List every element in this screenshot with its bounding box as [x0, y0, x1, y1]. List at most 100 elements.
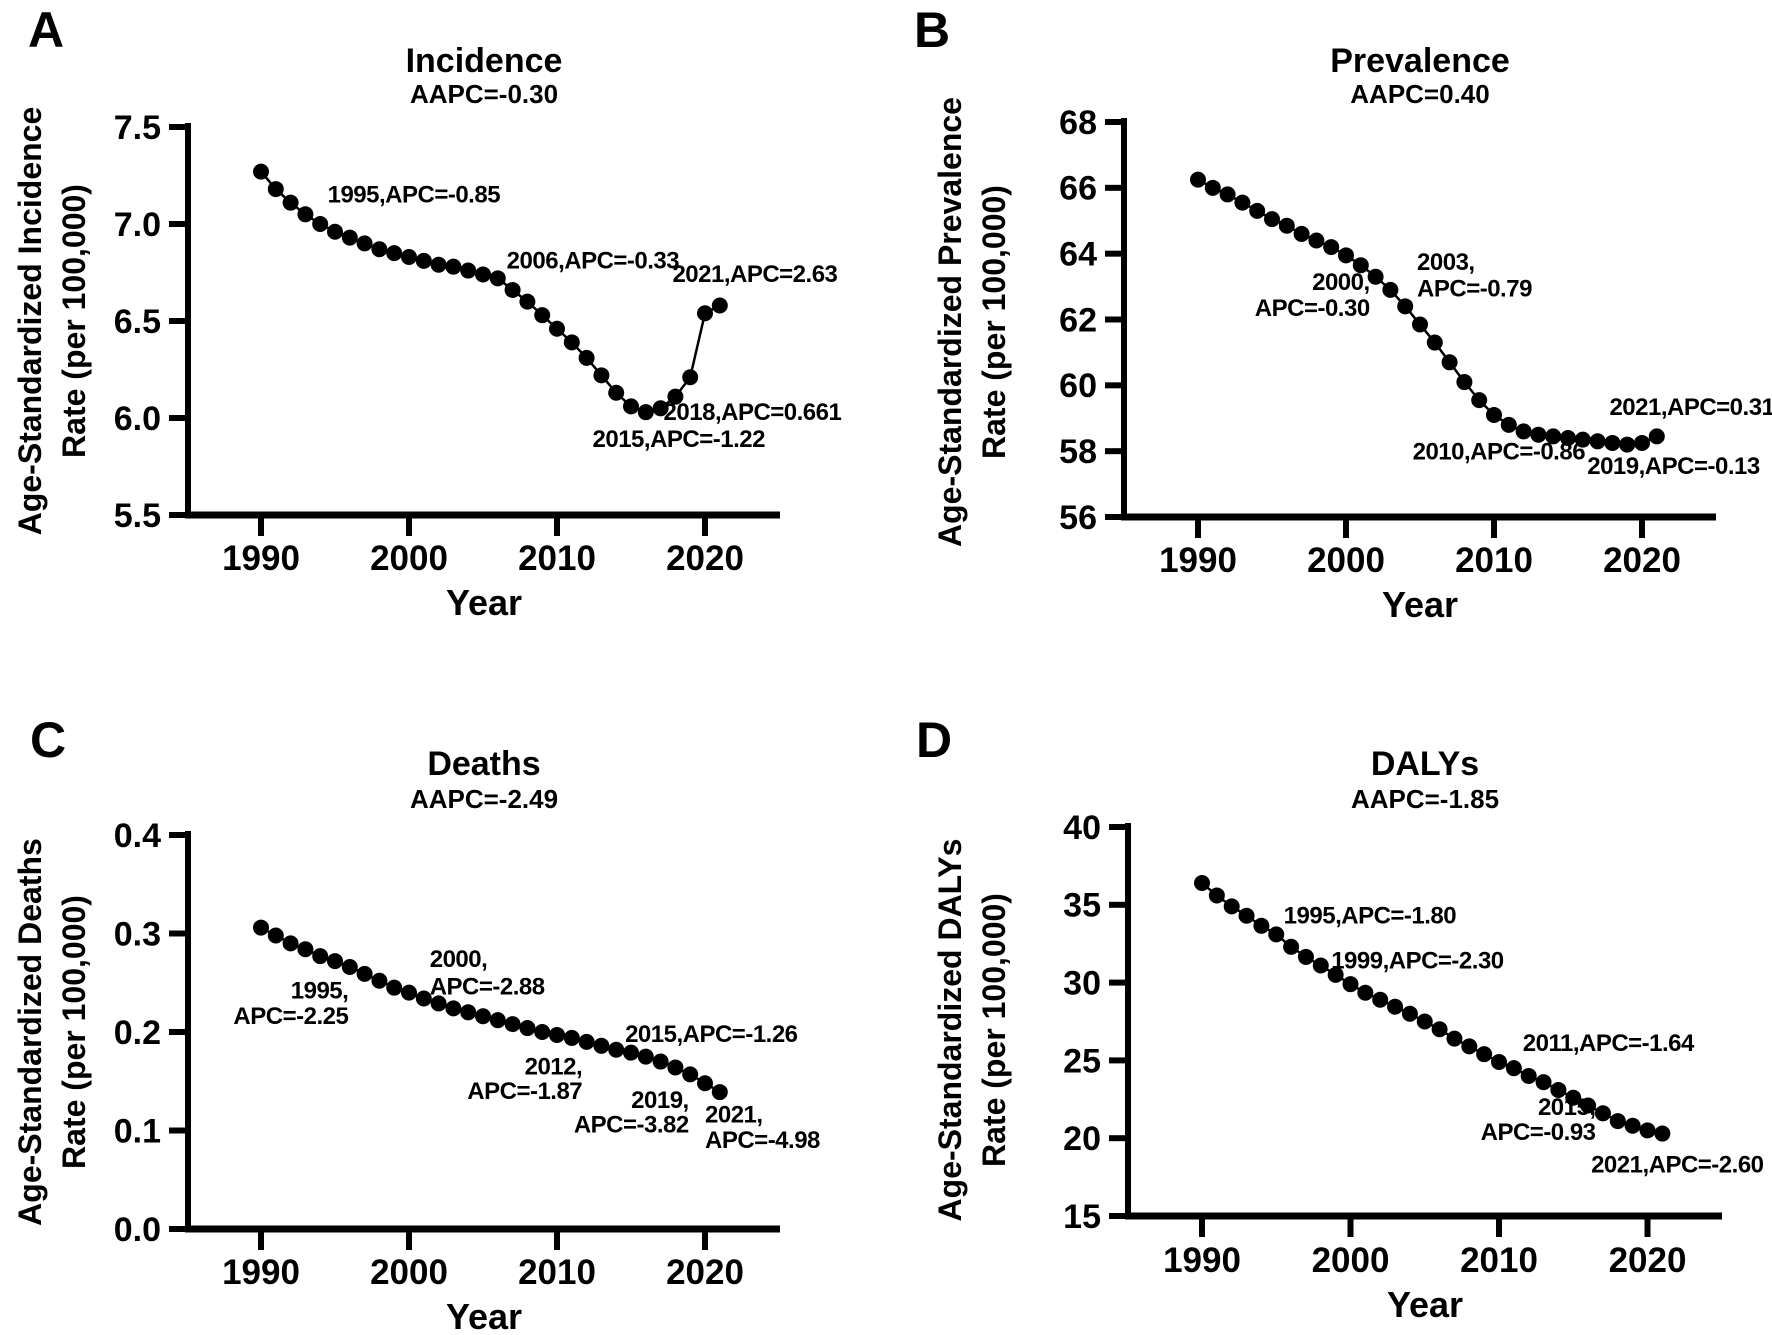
data-point [1278, 217, 1295, 234]
data-point [1416, 1013, 1433, 1030]
y-tick-label: 0.0 [114, 1211, 161, 1249]
x-tick-label: 2010 [518, 539, 596, 578]
x-axis-label: Year [446, 582, 522, 623]
data-point [1401, 1005, 1418, 1022]
data-point [386, 979, 403, 996]
x-axis-label: Year [1382, 584, 1458, 625]
y-tick-label: 20 [1063, 1120, 1101, 1158]
data-point [608, 384, 625, 401]
apc-annotation: APC=-1.87 [467, 1078, 582, 1105]
apc-annotation: 2021,APC=0.31 [1609, 394, 1772, 421]
data-point [1648, 428, 1665, 445]
data-point [1604, 434, 1621, 451]
data-point [1589, 433, 1606, 450]
data-point [341, 958, 358, 975]
data-point [1253, 917, 1270, 934]
panel-A: 5.5 6.0 6.5 7.0 7.5 1990 2000 2010 2020 1995,APC=… [12, 2, 842, 623]
data-point [578, 349, 595, 366]
data-point [1234, 194, 1251, 211]
y-tick-label: 0.2 [114, 1014, 161, 1052]
data-point [1382, 281, 1399, 298]
data-point [637, 404, 654, 421]
apc-annotation: 2010,APC=-0.86 [1413, 438, 1586, 465]
data-point [637, 1048, 654, 1065]
data-point [1208, 887, 1225, 904]
apc-annotation: APC=-0.30 [1255, 295, 1370, 322]
data-point [341, 229, 358, 246]
data-point [534, 1024, 551, 1040]
chart-subtitle-aapc: AAPC=-1.85 [1351, 784, 1499, 814]
data-point [1476, 1046, 1493, 1063]
data-point [1500, 416, 1517, 433]
x-tick-label: 2000 [1312, 1241, 1390, 1280]
data-point [1505, 1060, 1522, 1077]
y-tick-label: 64 [1059, 236, 1097, 274]
data-point [1624, 1117, 1641, 1134]
y-tick-label: 0.4 [114, 817, 161, 855]
data-point [1338, 247, 1354, 264]
data-point [593, 1037, 610, 1054]
apc-annotation: APC=-2.25 [233, 1003, 348, 1030]
data-point [430, 256, 447, 273]
data-point [1545, 428, 1562, 445]
x-tick-label: 1990 [222, 1253, 300, 1292]
x-tick-label: 2010 [518, 1253, 596, 1292]
apc-annotation: 2006,APC=-0.33 [507, 248, 680, 275]
y-tick-label: 58 [1059, 433, 1097, 471]
data-point [549, 1026, 565, 1043]
data-point [1654, 1125, 1671, 1142]
data-point [475, 1008, 491, 1025]
data-point [430, 995, 447, 1012]
data-point [1219, 186, 1236, 203]
y-tick-label: 35 [1063, 887, 1101, 925]
data-point [371, 241, 388, 258]
data-point [327, 953, 343, 970]
y-axis-label-line1: Age-Standardized Prevalence [932, 97, 968, 547]
data-point [1550, 1081, 1567, 1098]
data-point [401, 984, 417, 1001]
y-tick-label: 40 [1063, 809, 1101, 847]
y-tick-label: 60 [1059, 367, 1097, 405]
data-point [1530, 426, 1547, 443]
data-point [1194, 875, 1210, 892]
apc-annotation: 2019,APC=-0.13 [1587, 453, 1760, 480]
data-point [1491, 1053, 1507, 1070]
data-point [1515, 423, 1532, 440]
apc-annotation: 2021, [705, 1102, 763, 1129]
data-point [356, 965, 373, 982]
x-tick-label: 2000 [1307, 541, 1385, 580]
data-point [711, 297, 728, 314]
data-point [608, 1041, 625, 1058]
y-tick-label: 15 [1063, 1198, 1101, 1236]
data-point [1327, 966, 1344, 983]
data-point [1535, 1074, 1552, 1091]
data-point [297, 941, 314, 958]
panel-letter: C [30, 712, 66, 768]
panel-letter: B [914, 2, 950, 58]
x-tick-label: 1990 [222, 539, 300, 578]
y-tick-label: 6.0 [114, 400, 161, 438]
data-point [667, 388, 684, 405]
data-point [682, 369, 699, 386]
data-point [1190, 171, 1206, 188]
data-point [460, 1004, 477, 1021]
data-point [1268, 926, 1285, 943]
data-point [1471, 392, 1488, 409]
data-point [1520, 1067, 1537, 1084]
apc-annotation: 2021,APC=-2.60 [1591, 1151, 1764, 1178]
data-point [1456, 374, 1473, 391]
data-point [1223, 898, 1240, 915]
chart-title: Incidence [406, 42, 563, 80]
data-point [1308, 232, 1325, 249]
data-point [415, 252, 432, 269]
apc-annotation: 1995,APC=-0.85 [328, 182, 501, 209]
data-point [1387, 998, 1404, 1015]
apc-annotation: 2015,APC=-1.22 [593, 426, 766, 453]
apc-annotation: 2021,APC=2.63 [672, 261, 837, 288]
apc-annotation: APC=-2.88 [430, 974, 545, 1001]
y-axis-label-line1: Age-Standardized Incidence [12, 107, 48, 536]
panel-letter: D [916, 712, 952, 768]
x-tick-label: 2000 [370, 1253, 448, 1292]
data-point [711, 1084, 728, 1101]
